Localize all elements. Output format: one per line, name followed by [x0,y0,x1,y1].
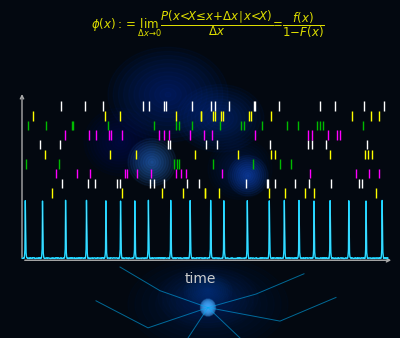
Ellipse shape [176,286,240,323]
Ellipse shape [124,59,212,130]
Ellipse shape [202,301,214,314]
Ellipse shape [243,170,253,181]
Ellipse shape [128,257,288,338]
Text: time: time [184,272,216,286]
Ellipse shape [128,139,176,186]
Ellipse shape [151,161,153,163]
Ellipse shape [142,265,274,338]
Ellipse shape [149,269,267,338]
Ellipse shape [245,173,251,179]
Ellipse shape [146,156,158,168]
Ellipse shape [236,164,260,188]
Ellipse shape [118,55,218,134]
Ellipse shape [170,282,246,327]
Ellipse shape [139,72,197,117]
Ellipse shape [204,303,212,313]
Ellipse shape [133,144,171,181]
Ellipse shape [230,158,266,194]
Ellipse shape [238,166,258,185]
Ellipse shape [207,307,209,308]
Ellipse shape [162,277,254,331]
Ellipse shape [197,298,219,311]
Ellipse shape [108,47,228,142]
Ellipse shape [141,151,163,173]
Ellipse shape [200,299,216,316]
Ellipse shape [144,76,192,113]
Ellipse shape [232,160,264,192]
Ellipse shape [206,305,210,311]
Ellipse shape [160,88,176,101]
Ellipse shape [165,92,171,97]
Ellipse shape [136,146,168,178]
Ellipse shape [183,290,233,319]
Ellipse shape [155,84,181,105]
Ellipse shape [204,304,212,312]
Ellipse shape [247,175,249,177]
Ellipse shape [241,168,255,183]
Ellipse shape [113,51,223,138]
Ellipse shape [143,153,161,171]
Ellipse shape [202,300,214,315]
Ellipse shape [204,302,212,307]
Ellipse shape [129,64,207,126]
Ellipse shape [228,155,268,196]
Ellipse shape [138,149,166,176]
Ellipse shape [148,159,156,166]
Ellipse shape [135,261,281,338]
Ellipse shape [134,68,202,122]
Ellipse shape [206,306,210,309]
Ellipse shape [150,80,186,109]
Ellipse shape [234,162,262,190]
Ellipse shape [156,273,260,335]
Ellipse shape [190,294,226,315]
Text: $\phi(x) := \lim_{\Delta x \to 0}\dfrac{P(x < X \leq x+\Delta x \mid x < X)}{\De: $\phi(x) := \lim_{\Delta x \to 0}\dfrac{… [91,8,325,40]
Ellipse shape [130,141,174,184]
